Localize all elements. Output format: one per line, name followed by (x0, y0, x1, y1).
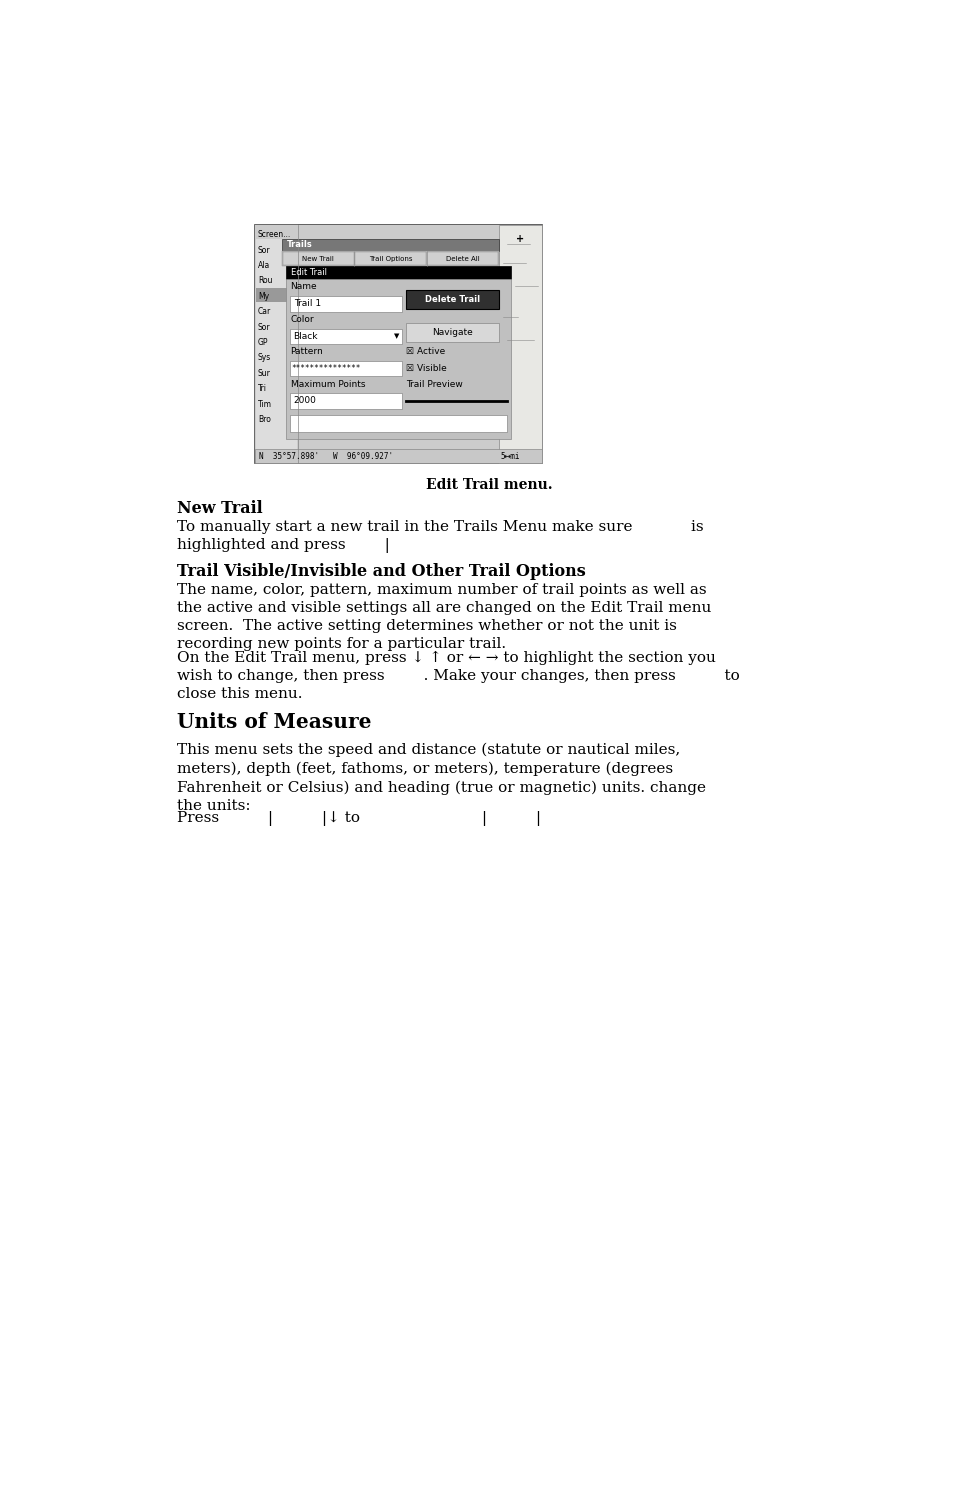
Text: 2000: 2000 (294, 397, 316, 406)
Text: ***************: *************** (291, 364, 360, 373)
Bar (290, 393, 402, 409)
Bar (254, 225, 541, 238)
Text: Sor: Sor (257, 323, 271, 332)
Text: Sor: Sor (257, 245, 271, 254)
Text: Ala: Ala (257, 260, 270, 271)
Bar (254, 449, 541, 464)
Text: This menu sets the speed and distance (statute or nautical miles,
meters), depth: This menu sets the speed and distance (s… (177, 744, 705, 813)
Bar (406, 323, 498, 342)
Text: Units of Measure: Units of Measure (177, 712, 372, 732)
Text: Press          |          |↓ to                         |          |: Press | |↓ to | | (177, 810, 541, 825)
Text: Tim: Tim (257, 400, 272, 409)
FancyBboxPatch shape (254, 225, 541, 464)
Text: Trail Preview: Trail Preview (406, 379, 462, 388)
Bar (286, 278, 510, 440)
Text: New Trail: New Trail (302, 256, 334, 262)
Bar (355, 251, 425, 266)
Text: ☒ Active: ☒ Active (406, 346, 445, 357)
Bar (282, 251, 354, 266)
Text: Name: Name (291, 281, 316, 291)
Text: Navigate: Navigate (432, 329, 473, 338)
Text: Edit Trail menu.: Edit Trail menu. (425, 477, 552, 492)
Text: Sys: Sys (257, 354, 271, 363)
Bar (255, 288, 296, 302)
Text: On the Edit Trail menu, press ↓ ↑ or ← → to highlight the section you
wish to ch: On the Edit Trail menu, press ↓ ↑ or ← →… (177, 650, 740, 700)
Bar (290, 415, 506, 431)
Text: New Trail: New Trail (177, 500, 263, 517)
Text: 5 mi: 5 mi (501, 452, 519, 461)
Text: To manually start a new trail in the Trails Menu make sure            is
highlig: To manually start a new trail in the Tra… (177, 520, 703, 553)
Text: Tri: Tri (257, 384, 267, 393)
Text: ▼: ▼ (394, 333, 399, 339)
Text: ↔: ↔ (503, 452, 510, 461)
Bar (406, 290, 498, 309)
Text: Trails: Trails (286, 241, 312, 250)
Text: Delete All: Delete All (445, 256, 479, 262)
Text: Maximum Points: Maximum Points (291, 379, 365, 388)
FancyBboxPatch shape (254, 225, 297, 464)
Bar (282, 238, 498, 251)
Text: GP: GP (257, 338, 268, 346)
Bar (290, 329, 402, 343)
Text: N  35°57.898'   W  96°09.927': N 35°57.898' W 96°09.927' (258, 452, 393, 461)
Text: ☒ Visible: ☒ Visible (406, 364, 446, 373)
Bar (290, 361, 402, 376)
Text: Screen...: Screen... (257, 230, 291, 239)
Text: Bro: Bro (257, 415, 271, 424)
Text: Black: Black (294, 332, 317, 341)
Text: My: My (257, 291, 269, 300)
Text: +: + (516, 233, 524, 244)
Text: Edit Trail: Edit Trail (291, 268, 327, 277)
Bar (282, 251, 498, 266)
Bar (427, 251, 497, 266)
Text: Car: Car (257, 308, 271, 317)
Text: Delete Trail: Delete Trail (424, 296, 479, 305)
FancyBboxPatch shape (498, 225, 541, 464)
Text: Color: Color (291, 315, 314, 324)
Text: Trail Visible/Invisible and Other Trail Options: Trail Visible/Invisible and Other Trail … (177, 562, 585, 580)
Text: The name, color, pattern, maximum number of trail points as well as
the active a: The name, color, pattern, maximum number… (177, 583, 711, 651)
Bar (286, 266, 510, 278)
Text: Trail Options: Trail Options (369, 256, 412, 262)
Bar (290, 296, 402, 312)
Text: Pattern: Pattern (291, 346, 323, 357)
Text: Trail 1: Trail 1 (294, 299, 320, 308)
Text: Rou: Rou (257, 277, 273, 286)
Text: Sur: Sur (257, 369, 271, 378)
